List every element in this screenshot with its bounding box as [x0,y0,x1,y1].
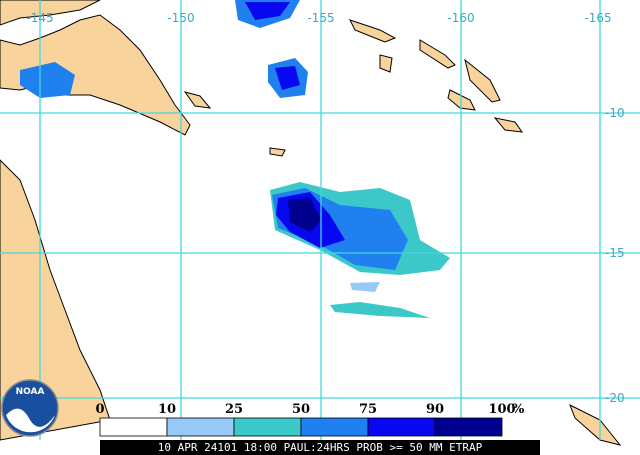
logo-text: NOAA [16,387,45,397]
legend-box [300,417,369,437]
latitude-label: -20 [605,391,625,405]
legend-label: 50 [292,402,310,417]
legend-label: 25 [225,402,243,417]
latitude-label: -10 [605,106,625,120]
legend-box [434,417,503,437]
legend-label: 90 [426,402,444,417]
graticule [0,0,640,440]
footer-bar [100,440,540,455]
precip-areas [20,0,450,318]
latitude-label: -15 [605,246,625,260]
legend-box [99,417,168,437]
footer-text: 10 APR 24101 18:00 PAUL:24HRS PROB >= 50… [158,441,483,454]
longitude-label: -145 [26,11,53,25]
longitude-label: -150 [167,11,194,25]
longitude-label: -160 [447,11,474,25]
legend-box [166,417,235,437]
land [0,0,622,446]
legend-unit: % [512,402,525,417]
longitude-label: -155 [307,11,334,25]
legend-box [367,417,436,437]
legend-label: 10 [158,402,176,417]
longitude-label: -165 [584,11,611,25]
legend-label: 0 [95,402,104,417]
noaa-logo: NOAA [1,379,59,437]
legend-label: 100 [488,402,515,417]
legend-box [233,417,302,437]
logo-wave [6,408,55,433]
legend-label: 75 [359,402,377,417]
